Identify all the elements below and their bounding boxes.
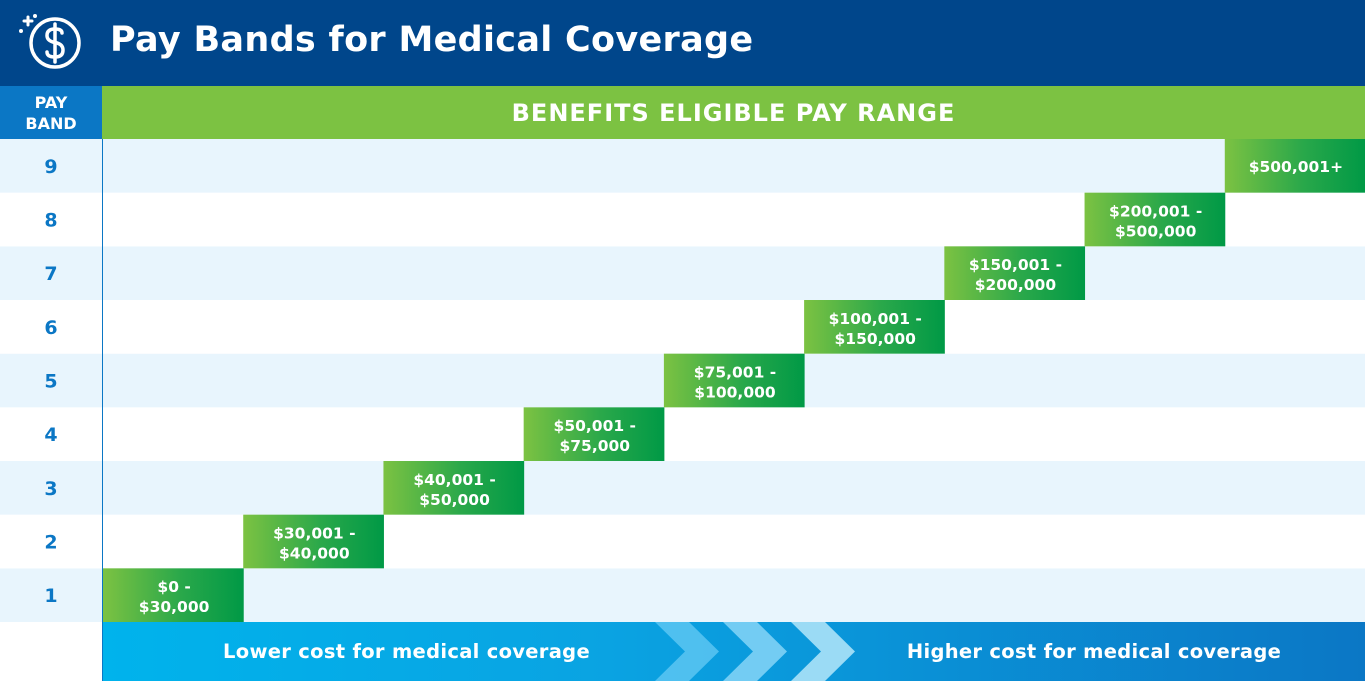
band-number-4: 4 <box>44 424 57 446</box>
pay-range-label-5-line1: $75,001 - <box>694 364 776 382</box>
higher-cost-label: Higher cost for medical coverage <box>906 640 1282 663</box>
pay-range-bar-9 <box>1224 139 1365 193</box>
band-number-5: 5 <box>44 371 57 393</box>
lower-cost-label: Lower cost for medical coverage <box>223 640 590 663</box>
pay-range-label-7-line1: $150,001 - <box>969 256 1062 274</box>
pay-range-bar-7 <box>944 246 1086 300</box>
band-number-1: 1 <box>44 585 57 607</box>
pay-range-label-8-line1: $200,001 - <box>1109 203 1202 221</box>
pay-range-label-2-line2: $40,000 <box>279 545 350 563</box>
pay-range-label-4-line1: $50,001 - <box>554 417 636 435</box>
page-title: Pay Bands for Medical Coverage <box>110 20 754 60</box>
pay-range-label-6-line2: $150,000 <box>835 330 917 348</box>
band-row-4 <box>0 407 1365 461</box>
pay-range-label-7-line2: $200,000 <box>975 276 1057 294</box>
pay-range-bar-6 <box>804 300 945 354</box>
dollar-coin-icon <box>19 14 81 69</box>
pay-range-bar-8 <box>1084 192 1226 247</box>
pay-range-label-3-line1: $40,001 - <box>413 471 495 489</box>
pay-range-bar-2 <box>243 514 384 569</box>
pay-range-label-5-line2: $100,000 <box>694 384 776 402</box>
pay-range-bar-1 <box>103 568 244 622</box>
chevron-right-icon <box>655 622 855 681</box>
pay-range-bar-3 <box>383 461 525 515</box>
band-number-9: 9 <box>44 156 57 178</box>
band-row-9 <box>0 139 1365 193</box>
band-row-6 <box>0 300 1365 354</box>
pay-band-header-label: PAY BAND <box>25 92 77 133</box>
pay-range-header: BENEFITS ELIGIBLE PAY RANGE <box>102 86 1365 139</box>
cost-footer: Lower cost for medical coverage Higher c… <box>103 622 1365 681</box>
band-number-2: 2 <box>44 532 57 554</box>
pay-range-bar-5 <box>663 353 805 408</box>
pay-range-bar-4 <box>523 407 665 461</box>
pay-range-label-4-line2: $75,000 <box>559 437 630 455</box>
header-bar: Pay Bands for Medical Coverage <box>0 0 1365 86</box>
pay-range-label-6-line1: $100,001 - <box>829 310 922 328</box>
pay-range-label-1-line2: $30,000 <box>139 598 210 616</box>
pay-range-label-2-line1: $30,001 - <box>273 525 355 543</box>
pay-range-label-9: $500,001+ <box>1249 158 1343 176</box>
pay-range-label-1-line1: $0 - <box>157 578 190 596</box>
band-row-2 <box>0 514 1365 569</box>
band-number-8: 8 <box>44 210 57 232</box>
pay-range-label-3-line2: $50,000 <box>419 491 490 509</box>
footer-spacer <box>0 622 102 681</box>
band-row-3 <box>0 461 1365 515</box>
pay-range-label-8-line2: $500,000 <box>1115 223 1197 241</box>
band-number-3: 3 <box>44 478 57 500</box>
band-row-7 <box>0 246 1365 300</box>
band-axis-divider <box>102 139 103 681</box>
band-number-7: 7 <box>44 263 57 285</box>
pay-band-chart: 1 $0 - $30,000 2 $30,001 - $40,000 3 $40,001 - $… <box>0 139 1365 622</box>
band-number-6: 6 <box>44 317 57 339</box>
pay-band-header: PAY BAND <box>0 86 102 139</box>
